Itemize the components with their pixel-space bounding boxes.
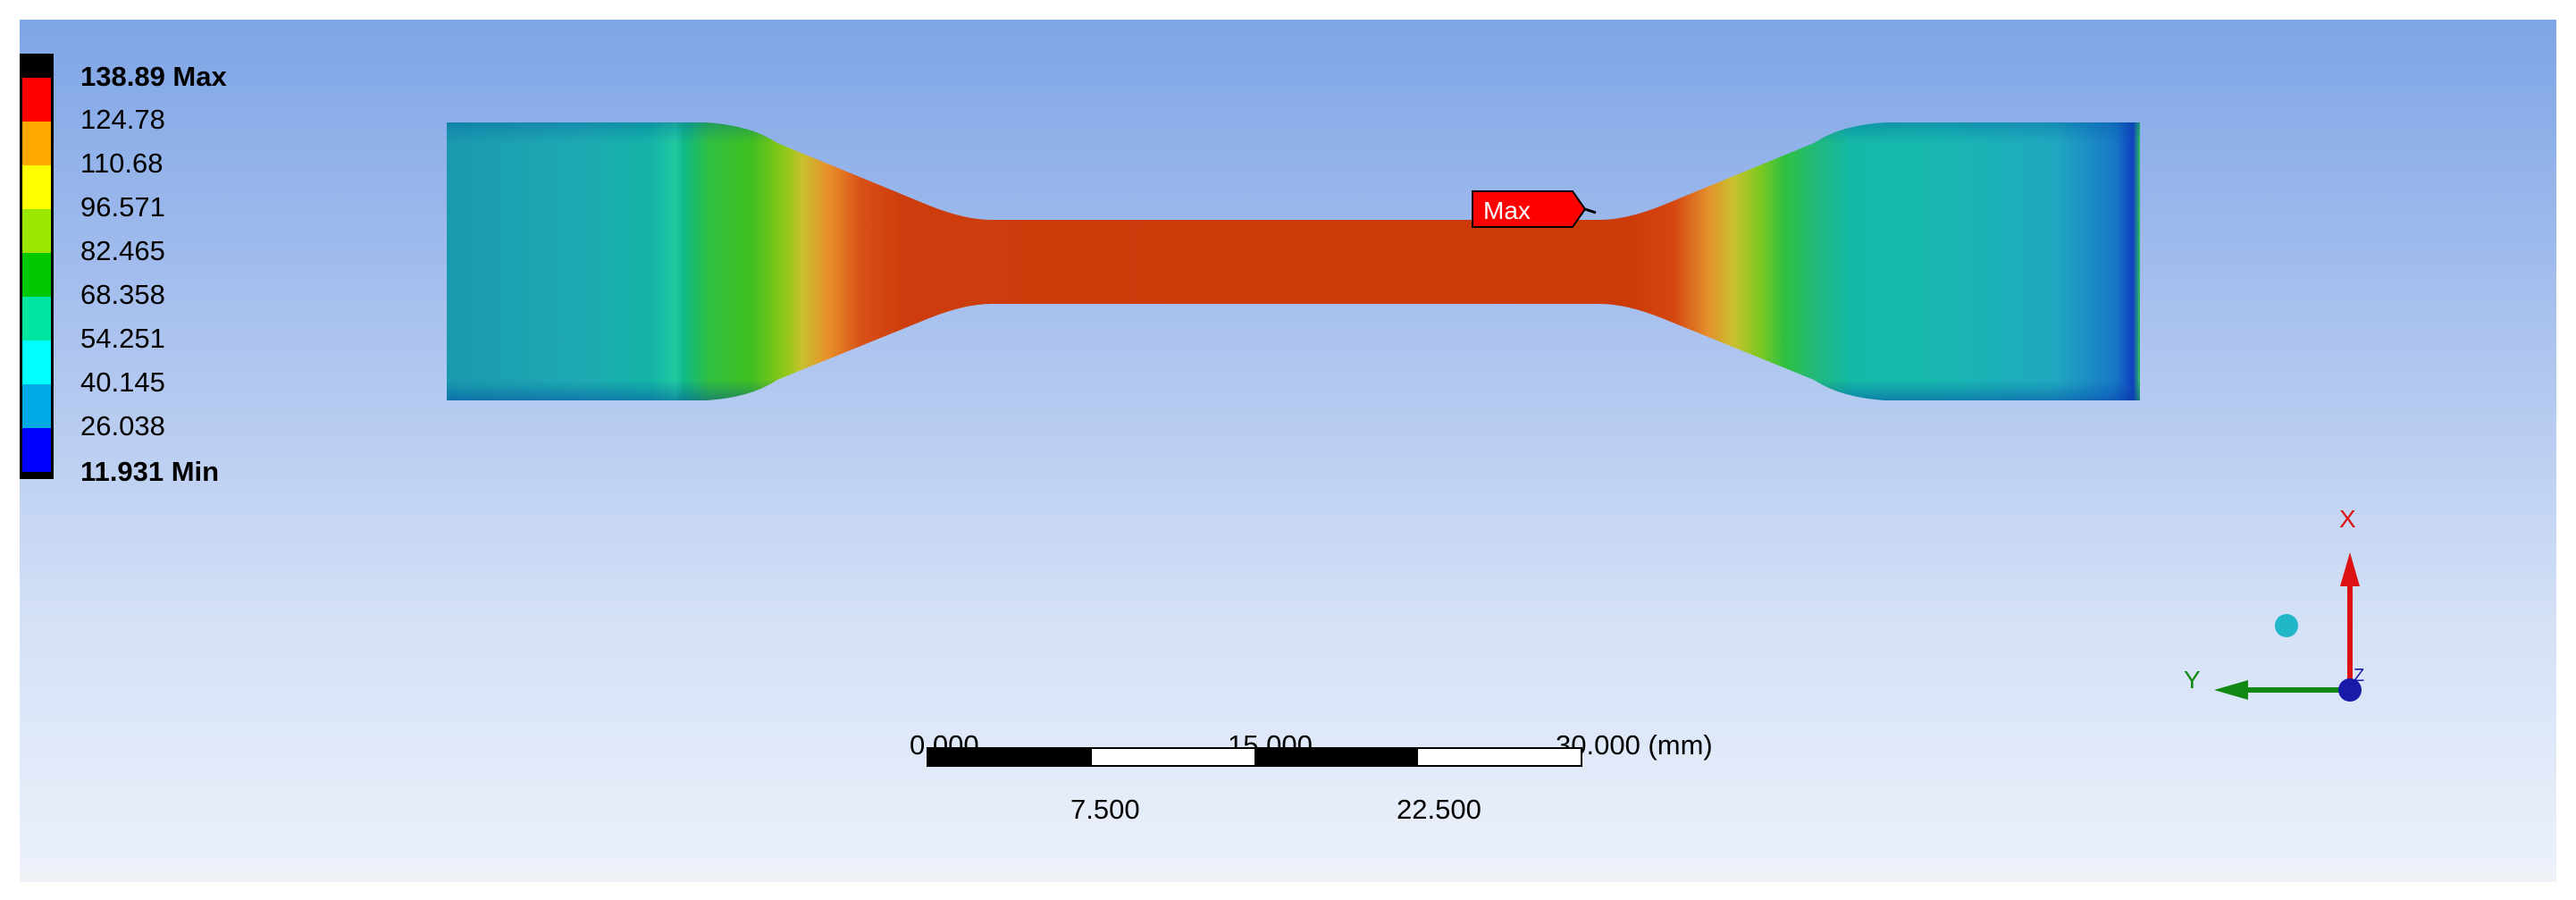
- legend-level-7: 40.145: [80, 366, 165, 398]
- legend-swatch-6: [22, 297, 51, 341]
- x-axis-arrowhead: [2340, 552, 2360, 586]
- legend-level-8: 26.038: [80, 410, 165, 442]
- max-probe-tag: [1472, 190, 1587, 228]
- legend-swatch-2: [22, 122, 51, 165]
- axis-triad[interactable]: X Y Z: [2180, 500, 2386, 715]
- scale-seg-3: [1254, 749, 1418, 765]
- z-axis-dot: [2338, 678, 2362, 702]
- legend-level-2: 110.68: [80, 147, 164, 179]
- scale-seg-2: [1091, 749, 1254, 765]
- max-probe-label: Max: [1483, 197, 1531, 224]
- legend-level-4: 82.465: [80, 235, 165, 266]
- max-probe-leader: [1584, 207, 1597, 214]
- viewport-bottom-strip: [20, 871, 2556, 882]
- scale-bar: [927, 747, 1582, 767]
- legend-swatch-7: [22, 341, 51, 384]
- legend-swatch-9: [22, 428, 51, 472]
- z-axis-label: Z: [2354, 666, 2364, 686]
- x-axis-label: X: [2339, 505, 2356, 533]
- isometric-view-ball[interactable]: [2275, 614, 2298, 637]
- max-probe[interactable]: Max: [1465, 186, 1599, 243]
- scale-seg-4: [1417, 749, 1581, 765]
- legend-max-label: 138.89 Max: [80, 61, 227, 92]
- legend-swatch-3: [22, 165, 51, 209]
- legend-swatch-1: [22, 78, 51, 122]
- legend-level-6: 54.251: [80, 323, 165, 354]
- scale-label-7-5: 7.500: [1070, 794, 1140, 825]
- legend-swatch-5: [22, 253, 51, 297]
- legend-level-3: 96.571: [80, 191, 165, 223]
- specimen-edge-shading: [447, 122, 2140, 400]
- scale-seg-1: [928, 749, 1092, 765]
- legend-swatch-8: [22, 384, 51, 428]
- legend-level-5: 68.358: [80, 279, 165, 310]
- legend-level-1: 124.78: [80, 104, 165, 135]
- legend-swatch-bottom: [22, 472, 51, 476]
- y-axis-arrowhead: [2214, 680, 2248, 700]
- legend-swatch-4: [22, 209, 51, 253]
- legend-color-bar: [20, 54, 54, 479]
- scale-label-22-5: 22.500: [1397, 794, 1481, 825]
- y-axis-label: Y: [2184, 666, 2201, 694]
- legend-min-label: 11.931 Min: [80, 456, 220, 487]
- legend-swatch-top: [22, 56, 51, 78]
